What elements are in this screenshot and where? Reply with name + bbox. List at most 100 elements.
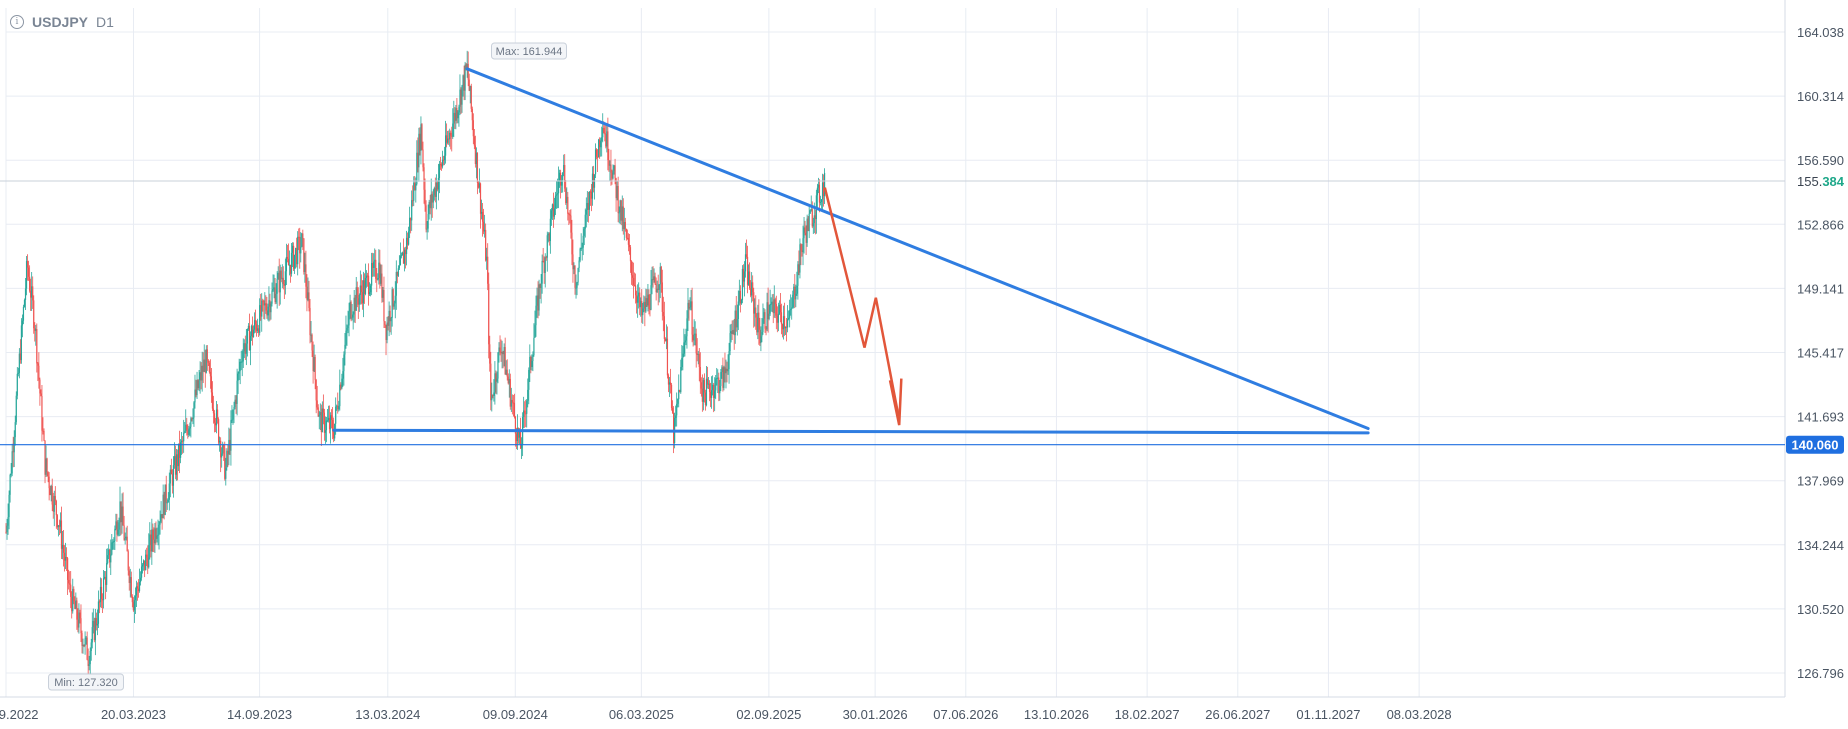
candle-body bbox=[237, 373, 239, 381]
candle-body bbox=[783, 316, 786, 329]
candle-body bbox=[475, 152, 478, 165]
candle-body bbox=[356, 287, 358, 299]
candle-body bbox=[467, 63, 469, 80]
candle-body bbox=[149, 534, 151, 546]
candle-body bbox=[459, 89, 461, 107]
candle-body bbox=[536, 295, 538, 306]
candle-body bbox=[605, 134, 607, 147]
x-tick-label: 08.03.2028 bbox=[1387, 707, 1452, 722]
candle-body bbox=[581, 247, 583, 249]
candle-body bbox=[203, 359, 205, 372]
candle-body bbox=[558, 172, 561, 181]
candle-body bbox=[32, 286, 34, 301]
candle-body bbox=[452, 123, 454, 137]
candle-body bbox=[671, 407, 674, 413]
candle-body bbox=[561, 180, 563, 186]
candle-body bbox=[361, 292, 363, 304]
candle-body bbox=[56, 515, 58, 528]
candle-body bbox=[296, 248, 298, 265]
candle-body bbox=[643, 301, 645, 309]
candle-body bbox=[666, 338, 669, 376]
candle-body bbox=[88, 664, 90, 666]
candle-body bbox=[750, 288, 752, 296]
candle-body bbox=[24, 288, 27, 300]
candle-body bbox=[487, 256, 489, 284]
candle-body bbox=[552, 204, 555, 217]
candle-body bbox=[261, 300, 263, 317]
candle-body bbox=[668, 382, 671, 385]
candle-body bbox=[134, 595, 137, 601]
candle-body bbox=[288, 264, 291, 266]
candle-body bbox=[342, 371, 344, 379]
candle-body bbox=[798, 264, 800, 273]
candle-body bbox=[695, 333, 697, 354]
candle-body bbox=[366, 275, 369, 277]
candle-body bbox=[373, 261, 375, 268]
candle-body bbox=[470, 86, 472, 109]
candle-body bbox=[281, 277, 283, 279]
y-tick-label: 126.796 bbox=[1797, 666, 1844, 681]
candle-body bbox=[353, 297, 355, 315]
candle-body bbox=[40, 393, 42, 396]
candle-body bbox=[597, 156, 599, 158]
candle-body bbox=[763, 312, 765, 319]
candle-body bbox=[637, 296, 639, 303]
candle-body bbox=[172, 465, 175, 486]
candle-body bbox=[691, 301, 693, 335]
candle-body bbox=[84, 638, 86, 647]
candle-body bbox=[772, 301, 774, 314]
candle-body bbox=[240, 361, 242, 363]
candle-body bbox=[287, 258, 290, 266]
candle-body bbox=[761, 332, 763, 337]
candle-body bbox=[234, 399, 236, 408]
candle-body bbox=[320, 412, 322, 433]
candle-body bbox=[767, 302, 769, 319]
candle-body bbox=[673, 412, 675, 444]
candle-body bbox=[339, 384, 341, 407]
candle-body bbox=[556, 193, 559, 195]
candle-body bbox=[90, 642, 92, 652]
candle-body bbox=[501, 352, 503, 354]
candle-body bbox=[376, 278, 378, 280]
candle-body bbox=[477, 182, 480, 188]
candle-body bbox=[659, 266, 661, 285]
candle-body bbox=[223, 445, 225, 449]
candle-body bbox=[209, 371, 211, 377]
candle-body bbox=[58, 525, 61, 527]
candle-body bbox=[322, 408, 324, 413]
candle-body bbox=[189, 426, 191, 429]
candle-body bbox=[498, 347, 500, 353]
candle-body bbox=[613, 165, 615, 171]
candle-body bbox=[697, 353, 699, 355]
candle-body bbox=[639, 292, 641, 308]
candle-body bbox=[730, 331, 732, 334]
candle-body bbox=[106, 563, 108, 585]
candle-body bbox=[110, 554, 112, 563]
candle-body bbox=[734, 310, 736, 336]
candle-body bbox=[524, 410, 526, 414]
candle-body bbox=[112, 541, 114, 543]
candle-body bbox=[41, 395, 43, 431]
candle-body bbox=[531, 361, 533, 368]
candle-body bbox=[444, 135, 447, 156]
candle-body bbox=[264, 303, 266, 306]
candle-body bbox=[387, 322, 389, 326]
max-label: Max: 161.944 bbox=[496, 46, 563, 58]
candle-body bbox=[53, 495, 55, 512]
candle-body bbox=[245, 343, 247, 354]
candle-body bbox=[742, 268, 745, 282]
y-tick-label: 134.244 bbox=[1797, 538, 1844, 553]
candle-body bbox=[553, 208, 556, 217]
candle-body bbox=[418, 133, 420, 168]
candle-body bbox=[257, 328, 259, 331]
info-icon[interactable]: i bbox=[10, 15, 24, 29]
candle-body bbox=[384, 321, 386, 326]
candle-body bbox=[278, 272, 280, 293]
candle-body bbox=[299, 237, 301, 254]
x-tick-label: 07.06.2026 bbox=[933, 707, 998, 722]
candle-body bbox=[508, 378, 510, 384]
candle-body bbox=[238, 371, 240, 374]
candle-body bbox=[822, 182, 825, 197]
candle-body bbox=[618, 212, 620, 214]
